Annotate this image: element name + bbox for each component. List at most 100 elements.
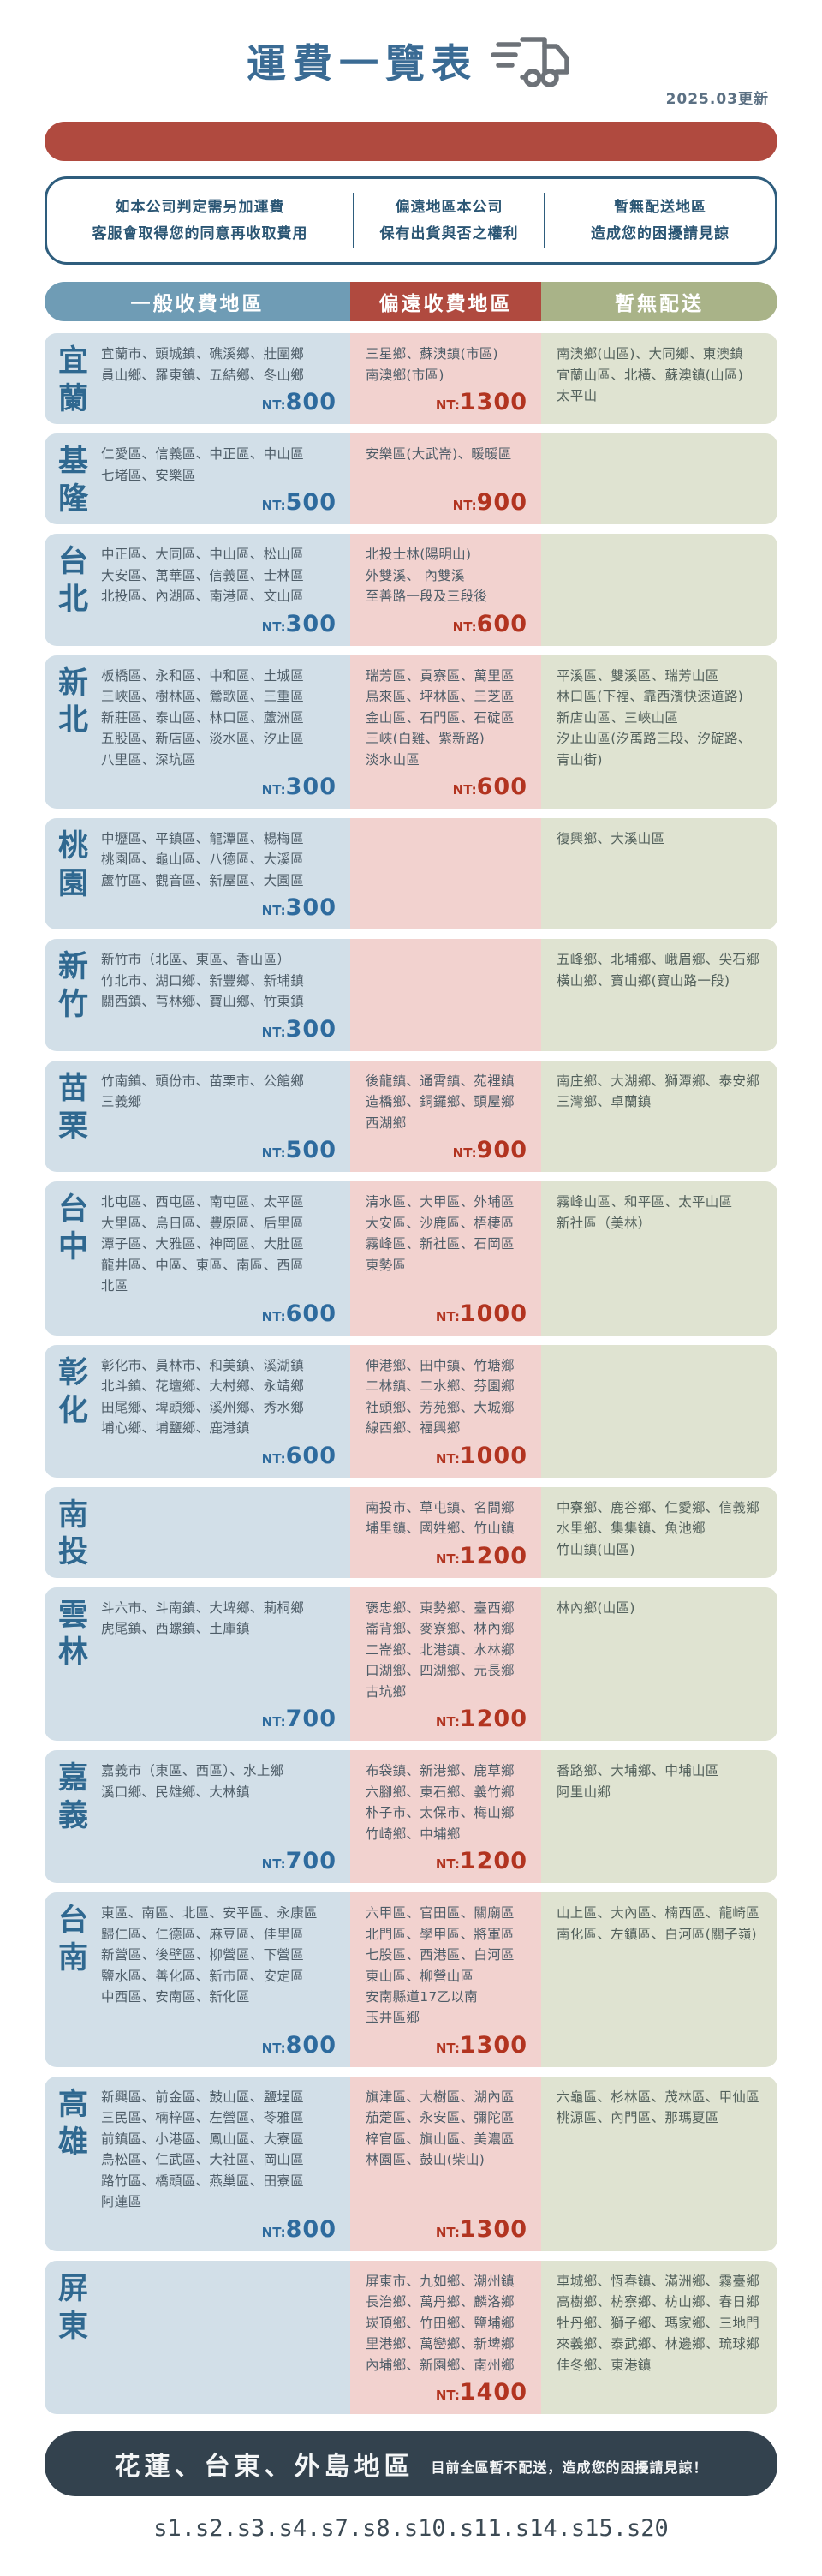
general-district-list: 竹南鎮、頭份市、苗栗市、公館鄉 三義鄉 [101,1073,305,1110]
general-district-list: 板橋區、永和區、中和區、土城區 三峽區、樹林區、鶯歌區、三重區 新莊區、泰山區、林口… [101,667,305,768]
remote-fee-cell [350,939,541,1051]
no-delivery-cell: 復興鄉、大溪山區 [541,818,777,930]
region-label: 高雄 [58,2087,89,2160]
remote-district-list: 三星鄉、蘇澳鎮(市區) 南澳鄉(市區) [366,346,498,383]
column-header-band: 一般收費地區 偏遠收費地區 暫無配送 [45,282,777,322]
bottom-code: s1.s2.s3.s4.s7.s8.s10.s11.s14.s15.s20 [153,2515,669,2543]
remote-fee-cell: 屏東市、九如鄉、潮州鎮 長治鄉、萬丹鄉、麟洛鄉 崁頂鄉、竹田鄉、鹽埔鄉 里港鄉、萬巒鄉… [350,2260,541,2415]
remote-price: NT: 1200 [435,1706,527,1733]
region-label: 台北 [58,545,89,617]
no-delivery-cell [541,1344,777,1478]
general-fee-cell: 台北 中正區、大同區、中山區、松山區 大安區、萬華區、信義區、士林區 北投區、內湖區… [45,534,350,646]
no-delivery-district-list: 山上區、大內區、楠西區、龍崎區 南化區、左鎮區、白河區(關子嶺) [557,1905,760,1942]
general-fee-cell: 基隆 仁愛區、信義區、中正區、中山區 七堵區、安樂區 NT: 500 [45,433,350,525]
remote-price: NT: 1300 [435,2215,527,2243]
general-fee-cell: 高雄 新興區、前金區、鼓山區、鹽埕區 三民區、楠梓區、左營區、苓雅區 前鎮區、小港區… [45,2076,350,2251]
region-label: 基隆 [58,445,89,517]
general-price: NT: 300 [261,774,337,800]
page-title: 運費一覽表 [247,40,478,87]
no-delivery-cell [541,534,777,646]
table-row: 嘉義 嘉義市（東區、西區）、水上鄉 溪口鄉、民雄鄉、大林鎮 NT: 700 布袋鎮、… [45,1750,777,1884]
remote-price: NT: 900 [452,1137,527,1164]
general-district-list: 新興區、前金區、鼓山區、鹽埕區 三民區、楠梓區、左營區、苓雅區 前鎮區、小港區、鳳山… [101,2089,305,2210]
table-row: 新北 板橋區、永和區、中和區、土城區 三峽區、樹林區、鶯歌區、三重區 新莊區、泰山區… [45,654,777,809]
remote-fee-cell [350,818,541,930]
general-price: NT: 800 [261,2031,337,2059]
remote-district-list: 清水區、大甲區、外埔區 大安區、沙鹿區、梧棲區 霧峰區、新社區、石岡區 東勢區 [366,1194,515,1273]
no-delivery-cell: 南庄鄉、大湖鄉、獅潭鄉、泰安鄉 三灣鄉、卓蘭鎮 [541,1060,777,1173]
footer-banner: 花蓮、台東、外島地區 目前全區暫不配送，造成您的困擾請見諒！ [45,2431,777,2497]
no-delivery-cell: 番路鄉、大埔鄉、中埔山區 阿里山鄉 [541,1750,777,1884]
notice-no-delivery: 暫無配送地區 造成您的困擾請見諒 [544,193,775,249]
general-district-list: 彰化市、員林市、和美鎮、溪湖鎮 北斗鎮、花壇鄉、大村鄉、永靖鄉 田尾鄉、埤頭鄉、溪州… [101,1357,305,1437]
fee-table-rows: 宜蘭 宜蘭市、頭城鎮、礁溪鄉、壯圍鄉 員山鄉、羅東鎮、五結鄉、冬山鄉 NT: 800… [45,333,777,2415]
remote-fee-cell: 安樂區(大武崙)、暖暖區 NT: 900 [350,433,541,525]
remote-fee-cell: 北投士林(陽明山) 外雙溪、 內雙溪 至善路一段及三段後 NT: 600 [350,534,541,646]
general-fee-cell: 台中 北屯區、西屯區、南屯區、太平區 大里區、烏日區、豐原區、后里區 潭子區、大雅區… [45,1181,350,1336]
remote-fee-cell: 布袋鎮、新港鄉、鹿草鄉 六腳鄉、東石鄉、義竹鄉 朴子市、太保市、梅山鄉 竹崎鄉、中埔鄉… [350,1750,541,1884]
general-district-list: 中正區、大同區、中山區、松山區 大安區、萬華區、信義區、士林區 北投區、內湖區、南港… [101,547,305,605]
general-fee-cell: 苗栗 竹南鎮、頭份市、苗栗市、公館鄉 三義鄉 NT: 500 [45,1060,350,1173]
no-delivery-district-list: 南庄鄉、大湖鄉、獅潭鄉、泰安鄉 三灣鄉、卓蘭鎮 [557,1073,760,1110]
delivery-truck-icon [491,37,569,87]
region-label: 屏東 [58,2271,89,2344]
notice-box: 如本公司判定需另加運費 客服會取得您的同意再收取費用 偏遠地區本公司 保有出貨與… [45,176,777,266]
region-label: 台中 [58,1192,89,1265]
general-fee-cell: 新竹 新竹市（北區、東區、香山區） 竹北市、湖口鄉、新豐鄉、新埔鎮 關西鎮、芎林鄉、… [45,939,350,1051]
no-delivery-cell: 車城鄉、恆春鎮、滿洲鄉、霧臺鄉 高樹鄉、枋寮鄉、枋山鄉、春日鄉 牡丹鄉、獅子鄉、瑪家… [541,2260,777,2415]
remote-fee-cell: 後龍鎮、通霄鎮、苑裡鎮 造橋鄉、銅鑼鄉、頭屋鄉 西湖鄉 NT: 900 [350,1060,541,1173]
general-price: NT: 500 [261,489,337,517]
no-delivery-district-list: 六龜區、杉林區、茂林區、甲仙區 桃源區、內門區、那瑪夏區 [557,2089,760,2126]
no-delivery-cell: 五峰鄉、北埔鄉、峨眉鄉、尖石鄉 橫山鄉、寶山鄉(寶山路一段) [541,939,777,1051]
table-row: 彰化 彰化市、員林市、和美鎮、溪湖鎮 北斗鎮、花壇鄉、大村鄉、永靖鄉 田尾鄉、埤頭鄉… [45,1344,777,1478]
general-price: NT: 600 [261,1442,337,1469]
table-row: 高雄 新興區、前金區、鼓山區、鹽埕區 三民區、楠梓區、左營區、苓雅區 前鎮區、小港區… [45,2076,777,2251]
remote-district-list: 屏東市、九如鄉、潮州鎮 長治鄉、萬丹鄉、麟洛鄉 崁頂鄉、竹田鄉、鹽埔鄉 里港鄉、萬巒鄉… [366,2273,515,2373]
column-header-general: 一般收費地區 [45,282,350,322]
remote-fee-cell: 清水區、大甲區、外埔區 大安區、沙鹿區、梧棲區 霧峰區、新社區、石岡區 東勢區 NT:… [350,1181,541,1336]
remote-price: NT: 600 [452,610,527,637]
general-fee-cell: 台南 東區、南區、北區、安平區、永康區 歸仁區、仁德區、麻豆區、佳里區 新營區、後壁… [45,1892,350,2067]
remote-district-list: 褒忠鄉、東勢鄉、臺西鄉 崙背鄉、麥寮鄉、林內鄉 二崙鄉、北港鎮、水林鄉 口湖鄉、四湖鄉… [366,1599,515,1700]
remote-price: NT: 600 [452,774,527,800]
remote-price: NT: 900 [452,489,527,517]
table-row: 基隆 仁愛區、信義區、中正區、中山區 七堵區、安樂區 NT: 500 安樂區(大武崙… [45,433,777,525]
remote-price: NT: 1200 [435,1542,527,1569]
remote-fee-cell: 伸港鄉、田中鎮、竹塘鄉 二林鎮、二水鄉、芬園鄉 社頭鄉、芳苑鄉、大城鄉 線西鄉、福興鄉… [350,1344,541,1478]
general-district-list: 東區、南區、北區、安平區、永康區 歸仁區、仁德區、麻豆區、佳里區 新營區、後壁區、柳… [101,1905,318,2005]
general-fee-cell: 嘉義 嘉義市（東區、西區）、水上鄉 溪口鄉、民雄鄉、大林鎮 NT: 700 [45,1750,350,1884]
table-row: 宜蘭 宜蘭市、頭城鎮、礁溪鄉、壯圍鄉 員山鄉、羅東鎮、五結鄉、冬山鄉 NT: 800… [45,333,777,425]
no-delivery-district-list: 五峰鄉、北埔鄉、峨眉鄉、尖石鄉 橫山鄉、寶山鄉(寶山路一段) [557,952,760,989]
region-label: 苗栗 [58,1071,89,1144]
remote-district-list: 後龍鎮、通霄鎮、苑裡鎮 造橋鄉、銅鑼鄉、頭屋鄉 西湖鄉 [366,1073,515,1131]
remote-fee-cell: 瑞芳區、貢寮區、萬里區 烏來區、坪林區、三芝區 金山區、石門區、石碇區 三峽(白雞、紫… [350,654,541,809]
no-delivery-cell: 霧峰山區、和平區、太平山區 新社區（美林） [541,1181,777,1336]
footer-region-title: 花蓮、台東、外島地區 [114,2452,414,2483]
general-fee-cell: 宜蘭 宜蘭市、頭城鎮、礁溪鄉、壯圍鄉 員山鄉、羅東鎮、五結鄉、冬山鄉 NT: 800 [45,333,350,425]
column-header-no-delivery: 暫無配送 [541,282,777,322]
remote-fee-cell: 旗津區、大樹區、湖內區 茄萣區、永安區、彌陀區 梓官區、旗山區、美濃區 林園區、鼓山(… [350,2076,541,2251]
remote-fee-cell: 三星鄉、蘇澳鎮(市區) 南澳鄉(市區) NT: 1300 [350,333,541,425]
general-price: NT: 700 [261,1848,337,1875]
general-fee-cell: 桃園 中壢區、平鎮區、龍潭區、楊梅區 桃園區、龜山區、八德區、大溪區 蘆竹區、觀音區… [45,818,350,930]
remote-district-list: 南投市、草屯鎮、名間鄉 埔里鎮、國姓鄉、竹山鎮 [366,1499,515,1537]
general-fee-cell: 雲林 斗六市、斗南鎮、大埤鄉、莿桐鄉 虎尾鎮、西螺鎮、土庫鎮 NT: 700 [45,1587,350,1742]
remote-district-list: 瑞芳區、貢寮區、萬里區 烏來區、坪林區、三芝區 金山區、石門區、石碇區 三峽(白雞、紫… [366,667,515,768]
region-label: 新北 [58,666,89,738]
remote-price: NT: 1400 [435,2379,527,2406]
general-fee-cell: 屏東 [45,2260,350,2415]
general-district-list: 中壢區、平鎮區、龍潭區、楊梅區 桃園區、龜山區、八德區、大溪區 蘆竹區、觀音區、新屋… [101,831,305,888]
general-fee-cell: 新北 板橋區、永和區、中和區、土城區 三峽區、樹林區、鶯歌區、三重區 新莊區、泰山區… [45,654,350,809]
general-fee-cell: 彰化 彰化市、員林市、和美鎮、溪湖鎮 北斗鎮、花壇鄉、大村鄉、永靖鄉 田尾鄉、埤頭鄉… [45,1344,350,1478]
general-district-list: 嘉義市（東區、西區）、水上鄉 溪口鄉、民雄鄉、大林鎮 [101,1763,284,1800]
general-district-list: 仁愛區、信義區、中正區、中山區 七堵區、安樂區 [101,446,305,483]
remote-district-list: 伸港鄉、田中鎮、竹塘鄉 二林鎮、二水鄉、芬園鄉 社頭鄉、芳苑鄉、大城鄉 線西鄉、福興鄉 [366,1357,515,1437]
no-delivery-district-list: 中寮鄉、鹿谷鄉、仁愛鄉、信義鄉 水里鄉、集集鎮、魚池鄉 竹山鎮(山區) [557,1499,760,1557]
general-price: NT: 600 [261,1300,337,1327]
region-label: 雲林 [58,1598,89,1671]
general-district-list: 宜蘭市、頭城鎮、礁溪鄉、壯圍鄉 員山鄉、羅東鎮、五結鄉、冬山鄉 [101,346,305,383]
region-label: 桃園 [58,829,89,901]
region-label: 台南 [58,1904,89,1975]
remote-district-list: 旗津區、大樹區、湖內區 茄萣區、永安區、彌陀區 梓官區、旗山區、美濃區 林園區、鼓山(… [366,2089,515,2168]
